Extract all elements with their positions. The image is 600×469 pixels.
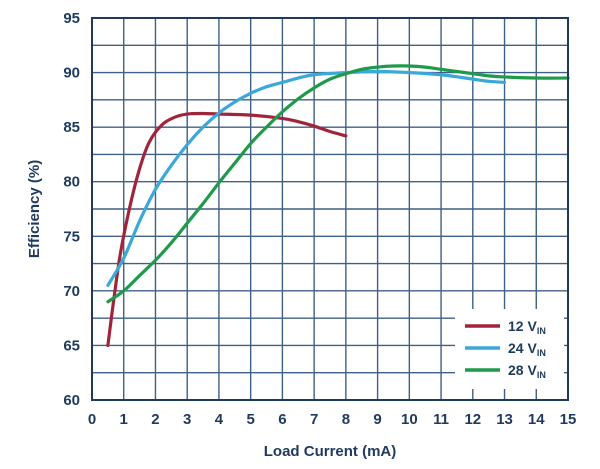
series-group — [106, 64, 570, 348]
x-tick-labels: 0 1 2 3 4 5 6 7 8 9 10 11 12 13 14 15 — [88, 411, 577, 428]
legend-label-1: 12 VIN — [508, 318, 546, 336]
y-tick-label: 85 — [63, 119, 80, 136]
y-tick-label: 80 — [63, 174, 80, 191]
x-tick-label: 6 — [278, 411, 286, 428]
x-tick-label: 9 — [373, 411, 381, 428]
legend-label-main: 28 V — [508, 362, 537, 378]
x-tick-label: 15 — [560, 411, 577, 428]
series-line-3 — [106, 64, 570, 304]
series-line-2 — [106, 69, 507, 287]
x-tick-label: 7 — [310, 411, 318, 428]
x-tick-label: 4 — [215, 411, 224, 428]
x-tick-label: 10 — [401, 411, 418, 428]
series-line-1 — [106, 111, 348, 348]
x-tick-label: 12 — [464, 411, 481, 428]
y-tick-label: 90 — [63, 65, 80, 82]
y-axis-title: Efficiency (%) — [26, 160, 43, 258]
x-tick-label: 3 — [183, 411, 191, 428]
legend-label-subscript: IN — [537, 370, 546, 380]
y-tick-label: 60 — [63, 392, 80, 409]
y-tick-label: 75 — [63, 228, 80, 245]
legend-label-main: 12 V — [508, 318, 537, 334]
x-tick-label: 1 — [120, 411, 128, 428]
y-tick-label: 95 — [63, 10, 80, 27]
legend-label-2: 24 VIN — [508, 340, 546, 358]
x-tick-label: 2 — [151, 411, 159, 428]
legend-label-subscript: IN — [537, 326, 546, 336]
x-tick-label: 14 — [528, 411, 545, 428]
plot-frame — [91, 17, 569, 401]
x-tick-label: 11 — [433, 411, 449, 428]
legend-label-main: 24 V — [508, 340, 537, 356]
x-tick-label: 8 — [342, 411, 350, 428]
y-tick-label: 70 — [63, 283, 80, 300]
legend-label-subscript: IN — [537, 348, 546, 358]
x-tick-label: 5 — [246, 411, 254, 428]
x-tick-label: 0 — [88, 411, 96, 428]
legend-label-3: 28 VIN — [508, 362, 546, 380]
y-tick-label: 65 — [63, 337, 80, 354]
x-tick-label: 13 — [496, 411, 513, 428]
y-tick-labels: 60 65 70 75 80 85 90 95 — [63, 10, 80, 409]
x-axis-title: Load Current (mA) — [264, 443, 397, 460]
